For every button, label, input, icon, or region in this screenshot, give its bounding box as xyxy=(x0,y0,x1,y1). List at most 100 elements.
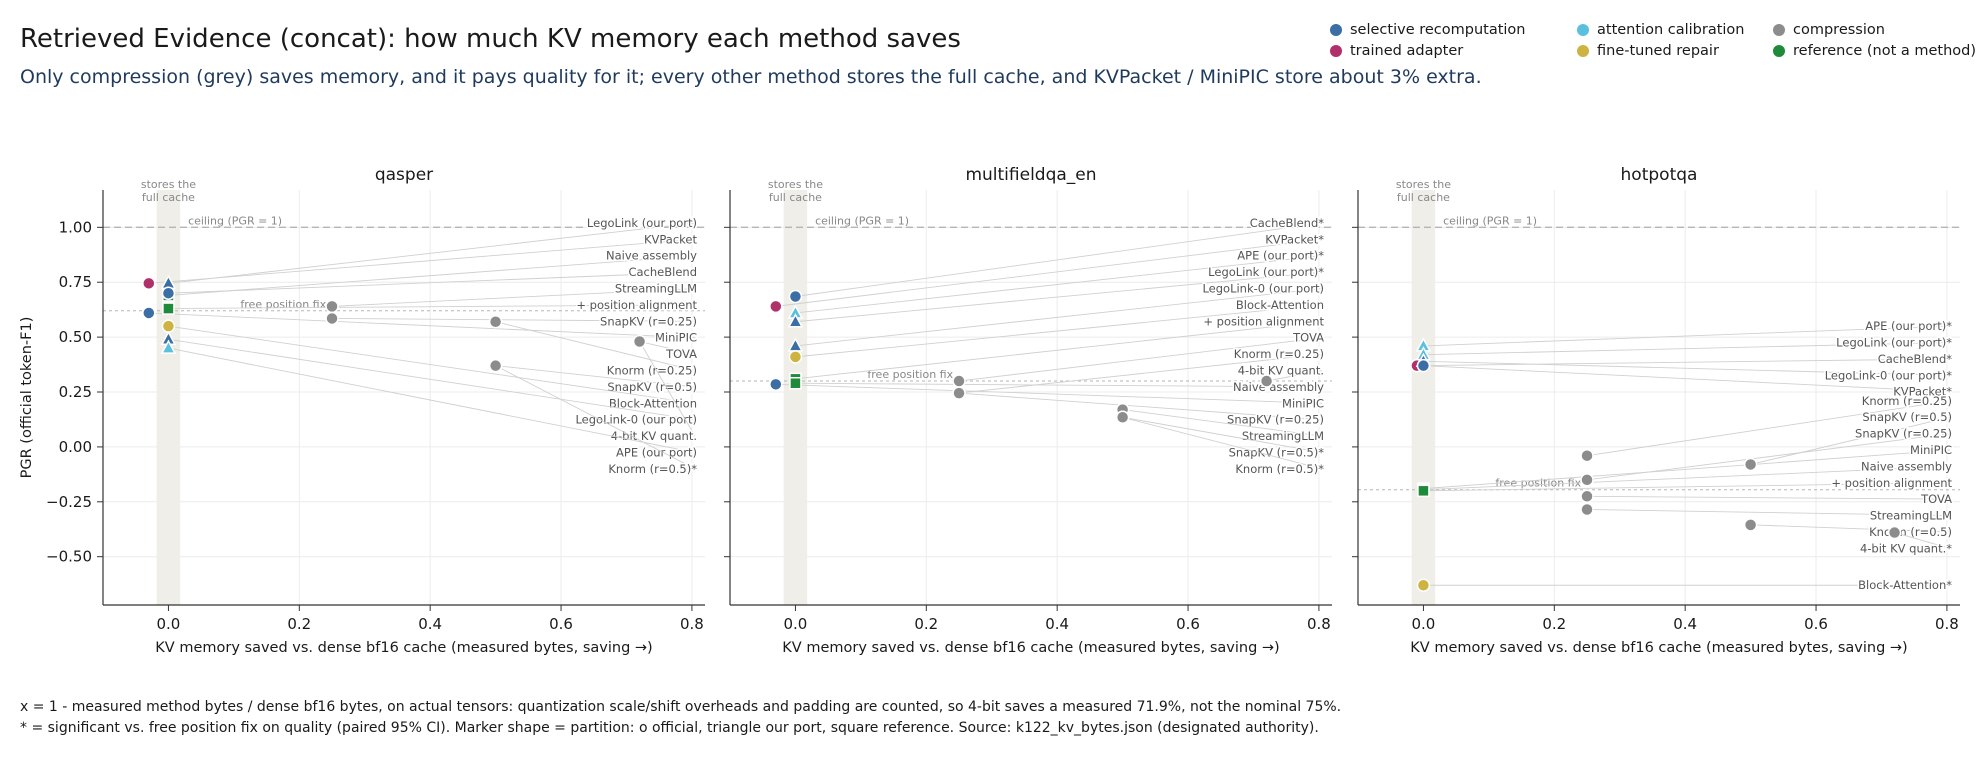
chart-subtitle: Only compression (grey) saves memory, an… xyxy=(20,66,1482,88)
legend-item-attention-calibration: attention calibration xyxy=(1577,22,1745,38)
leader-line xyxy=(168,255,696,296)
legend-swatch-icon xyxy=(1577,45,1589,57)
point-label: CacheBlend* xyxy=(1878,352,1953,366)
data-point-circle xyxy=(1580,473,1594,487)
data-point-circle xyxy=(1115,410,1130,425)
band-label: full cache xyxy=(142,191,195,204)
point-label: 4-bit KV quant. xyxy=(611,429,697,443)
leader-line xyxy=(1266,370,1323,382)
leader-line xyxy=(958,337,1323,382)
data-point-triangle xyxy=(160,339,177,354)
point-label: TOVA xyxy=(665,347,697,361)
footer-notes: x = 1 - measured method bytes / dense bf… xyxy=(20,697,1341,739)
leader-line xyxy=(1423,465,1951,491)
footer-line-2: * = significant vs. free position fix on… xyxy=(20,720,1319,736)
data-point-circle xyxy=(1743,518,1758,532)
point-label: Block-Attention* xyxy=(1858,578,1952,592)
full-cache-band xyxy=(783,190,808,605)
leader-line xyxy=(795,288,1323,347)
legend-item-compression: compression xyxy=(1773,22,1885,38)
band-label: stores the xyxy=(1396,178,1451,191)
leader-line xyxy=(168,304,696,310)
data-point-circle xyxy=(488,314,503,329)
y-tick-label: 0.00 xyxy=(59,438,92,456)
data-point-circle xyxy=(1580,489,1594,504)
y-axis-label: PGR (official token-F1) xyxy=(19,317,35,479)
ceiling-label: ceiling (PGR = 1) xyxy=(188,214,282,227)
band-label: full cache xyxy=(1397,191,1450,204)
leader-line xyxy=(168,325,696,404)
leader-line xyxy=(958,392,1323,421)
data-point-circle xyxy=(1416,578,1431,592)
leader-line xyxy=(1587,509,1951,517)
point-label: + position alignment xyxy=(1831,476,1952,490)
leader-line xyxy=(1423,360,1951,376)
free-fix-label: free position fix xyxy=(240,298,326,311)
legend-item-fine-tuned-repair: fine-tuned repair xyxy=(1577,43,1719,59)
x-axis-label: KV memory saved vs. dense bf16 cache (me… xyxy=(155,640,652,656)
point-label: SnapKV (r=0.25) xyxy=(600,314,697,328)
leader-line xyxy=(1122,416,1323,470)
leader-line xyxy=(168,222,696,284)
x-tick-label: 0.4 xyxy=(1045,615,1069,633)
free-fix-label: free position fix xyxy=(1495,477,1581,490)
point-label: MiniPIC xyxy=(655,331,697,345)
point-label: StreamingLLM xyxy=(615,282,697,296)
leader-line xyxy=(1586,400,1951,457)
x-tick-label: 0.4 xyxy=(1673,615,1697,633)
data-point-circle xyxy=(161,286,176,300)
leader-line xyxy=(795,304,1323,358)
data-point-circle xyxy=(325,299,339,314)
legend-label: fine-tuned repair xyxy=(1597,43,1719,59)
x-tick-label: 0.2 xyxy=(287,615,311,633)
point-label: TOVA xyxy=(1920,492,1952,506)
leader-line xyxy=(495,321,696,371)
leader-line xyxy=(168,338,696,421)
data-point-square xyxy=(789,376,802,390)
leader-line xyxy=(148,312,696,339)
x-tick-label: 0.6 xyxy=(1804,615,1828,633)
band-label: stores the xyxy=(768,178,823,191)
point-label: SnapKV (r=0.25) xyxy=(1855,427,1952,441)
point-label: LegoLink (our port)* xyxy=(1836,336,1952,350)
leader-line xyxy=(1423,365,1951,393)
legend-label: compression xyxy=(1793,22,1885,38)
leader-line xyxy=(1423,325,1951,347)
leader-line xyxy=(795,382,1323,388)
free-fix-label: free position fix xyxy=(867,368,953,381)
leader-line xyxy=(1587,495,1951,500)
leader-line xyxy=(331,288,696,307)
leader-line xyxy=(1423,342,1951,356)
point-label: KVPacket* xyxy=(1893,385,1952,399)
x-axis-label: KV memory saved vs. dense bf16 cache (me… xyxy=(782,640,1279,656)
point-label: Knorm (r=0.25) xyxy=(607,364,697,378)
ceiling-label: ceiling (PGR = 1) xyxy=(1443,214,1537,227)
x-tick-label: 0.0 xyxy=(1412,615,1436,633)
leader-line xyxy=(1423,482,1951,492)
data-point-circle xyxy=(1743,457,1758,472)
band-label: full cache xyxy=(769,191,822,204)
x-axis-label: KV memory saved vs. dense bf16 cache (me… xyxy=(1410,640,1907,656)
leader-line xyxy=(1750,524,1951,533)
legend-label: reference (not a method) xyxy=(1793,43,1977,59)
legend-swatch-icon xyxy=(1773,24,1785,36)
y-tick-label: −0.25 xyxy=(46,493,92,511)
point-label: Naive assembly xyxy=(606,249,697,263)
leader-line xyxy=(795,222,1323,297)
point-label: TOVA xyxy=(1292,331,1324,345)
legend-item-trained-adapter: trained adapter xyxy=(1330,43,1463,59)
point-label: SnapKV (r=0.5) xyxy=(607,380,697,394)
data-point-circle xyxy=(1887,525,1902,540)
leader-line xyxy=(148,238,696,284)
point-label: Block-Attention xyxy=(1236,298,1324,312)
legend-swatch-icon xyxy=(1577,24,1589,36)
leader-line xyxy=(639,341,696,355)
data-point-square xyxy=(162,302,175,315)
data-point-circle xyxy=(142,276,156,291)
point-label: KVPacket xyxy=(644,232,698,246)
leader-line xyxy=(1894,532,1951,549)
point-label: Knorm (r=0.5)* xyxy=(608,462,697,476)
point-label: LegoLink-0 (our port) xyxy=(1202,282,1324,296)
data-point-circle xyxy=(952,386,966,400)
